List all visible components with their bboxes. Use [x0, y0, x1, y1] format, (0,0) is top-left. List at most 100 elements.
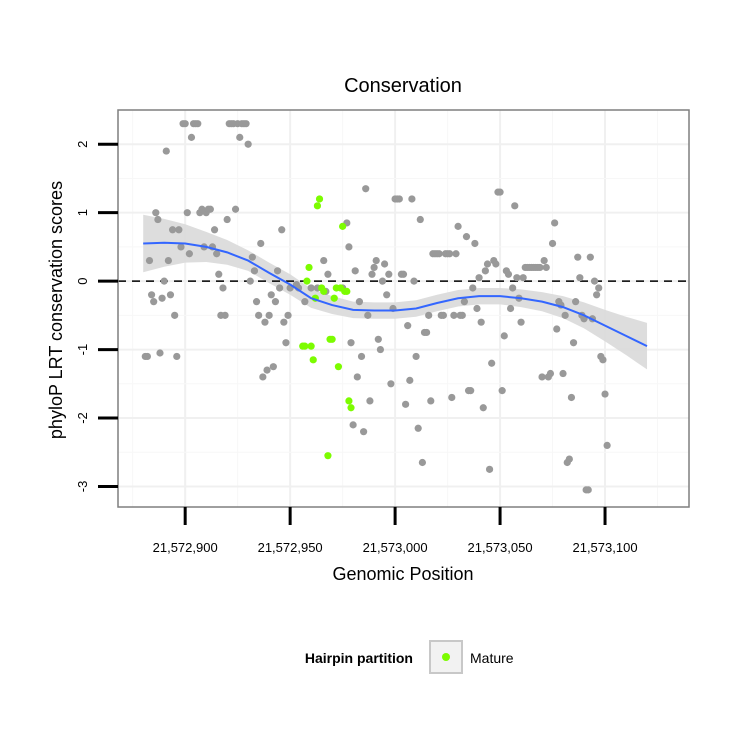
data-point [219, 284, 227, 292]
data-point [469, 284, 477, 292]
data-point [395, 195, 403, 203]
data-point-mature [324, 452, 332, 460]
data-point-mature [328, 335, 336, 343]
data-point [401, 400, 410, 408]
data-point [171, 311, 179, 319]
data-point [475, 274, 483, 282]
legend-label-mature: Mature [470, 650, 514, 666]
data-point [255, 311, 263, 319]
data-point [565, 455, 573, 463]
data-point-mature [345, 397, 353, 405]
data-point [504, 270, 513, 278]
data-point [513, 274, 521, 282]
smooth-line [143, 241, 648, 348]
data-point [181, 120, 189, 128]
data-point [574, 253, 582, 261]
data-point [223, 215, 231, 224]
data-point [425, 311, 433, 319]
data-point [540, 256, 548, 265]
data-point [242, 120, 250, 128]
data-point [446, 250, 454, 258]
data-point [378, 277, 387, 285]
data-point [265, 311, 273, 319]
data-point [206, 205, 214, 213]
data-point [538, 373, 546, 381]
x-tick-label: 21,573,000 [363, 540, 428, 555]
data-point-mature [309, 356, 317, 364]
data-point-mature [320, 287, 328, 295]
data-point [349, 421, 357, 429]
data-point [368, 270, 376, 278]
data-point [599, 356, 607, 364]
data-point [553, 325, 561, 333]
y-tick-label: 0 [75, 278, 90, 285]
data-point [353, 373, 361, 381]
data-point [506, 304, 515, 313]
data-point [263, 366, 271, 374]
data-point [284, 311, 292, 319]
data-point [345, 243, 353, 251]
y-axis-title: phyloP LRT conservation scores [46, 181, 66, 439]
data-point-mature [301, 342, 309, 350]
data-point [536, 263, 544, 272]
data-point-mature [343, 287, 351, 295]
data-point [324, 270, 332, 278]
y-tick-label: -1 [75, 344, 90, 356]
data-point [467, 387, 475, 395]
data-point [213, 250, 221, 258]
data-point [145, 256, 154, 265]
data-point [488, 359, 496, 367]
data-point [154, 215, 162, 224]
data-point [404, 322, 412, 330]
data-point [435, 250, 443, 258]
data-point [603, 441, 611, 449]
y-tick-label: -2 [75, 412, 90, 424]
data-point [584, 486, 592, 494]
data-point [593, 291, 601, 299]
data-point [360, 428, 368, 436]
data-point [221, 311, 229, 319]
data-point [408, 195, 416, 203]
data-point [383, 291, 391, 299]
data-point [175, 226, 183, 234]
data-point [162, 147, 170, 155]
data-point [269, 363, 277, 371]
data-point-mature [313, 202, 322, 210]
data-point [559, 369, 567, 378]
data-point [147, 291, 156, 299]
data-point [485, 465, 494, 473]
data-point [572, 298, 580, 306]
plot-panel-border [117, 109, 690, 508]
data-point [173, 352, 181, 361]
data-point [416, 215, 424, 224]
data-point [471, 239, 479, 248]
data-point [244, 140, 252, 148]
data-point-mature [330, 294, 338, 302]
data-point [267, 291, 275, 299]
data-point [168, 226, 177, 234]
smooth-curve-layer [143, 241, 648, 348]
data-point [351, 267, 359, 275]
data-point [496, 188, 504, 196]
data-point [567, 393, 576, 402]
data-point [301, 298, 309, 306]
data-point [280, 318, 288, 326]
data-point [412, 352, 420, 361]
legend: Hairpin partition Mature [305, 640, 514, 674]
data-point [150, 298, 158, 306]
data-point [454, 222, 462, 230]
data-point [548, 239, 557, 248]
x-tick-label: 21,573,050 [468, 540, 533, 555]
data-point [194, 120, 202, 128]
data-point [158, 294, 166, 302]
data-point [357, 352, 366, 361]
data-point [143, 352, 151, 361]
data-point [406, 376, 414, 384]
data-point [385, 270, 393, 278]
data-point [458, 311, 466, 319]
data-point [210, 226, 219, 234]
data-point [152, 209, 160, 217]
data-point [231, 205, 240, 213]
data-point [282, 339, 290, 347]
